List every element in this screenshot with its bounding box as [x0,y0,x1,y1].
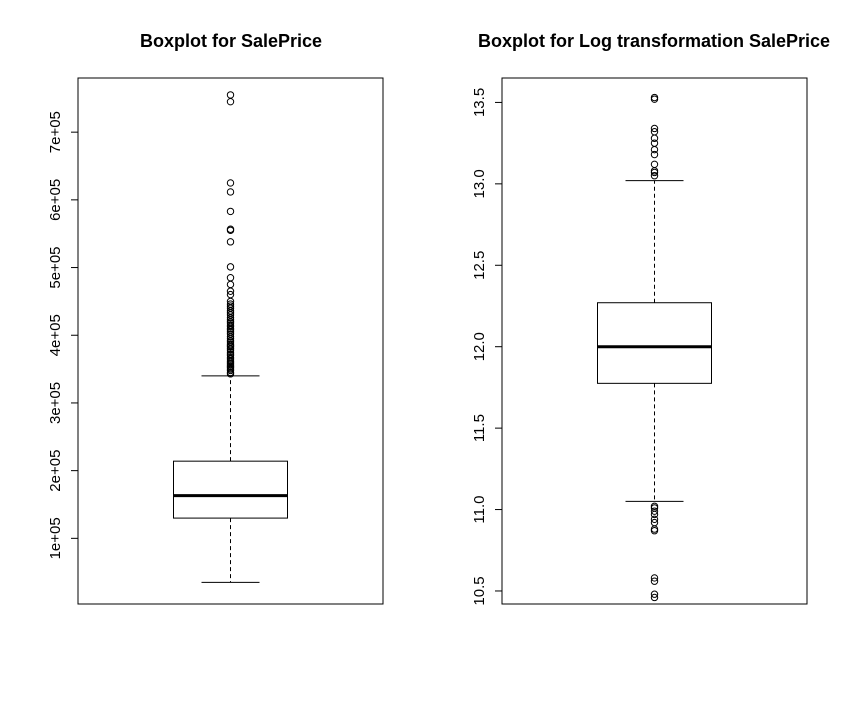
y-tick-label: 5e+05 [47,246,64,288]
outlier-point [650,172,659,180]
outlier-point [226,280,235,289]
outlier-point [650,145,659,154]
outlier-point [650,124,659,133]
y-tick-label: 13.5 [471,88,488,117]
outlier-point [650,590,659,598]
outlier-point [650,128,659,136]
boxplot-marks [597,93,712,602]
y-tick-label: 1e+05 [47,517,64,559]
outlier-point [650,134,659,142]
outlier-point [650,518,659,527]
outlier-point [650,577,659,585]
iqr-box [597,302,712,384]
boxplot-marks [173,91,288,583]
y-tick-label: 7e+05 [47,111,64,153]
outlier-point [650,593,659,602]
y-tick-label: 10.5 [471,576,488,605]
outlier-point [650,93,659,102]
outlier-point [650,507,659,515]
outlier-point [226,350,235,358]
outlier-point [226,290,235,299]
outlier-point [226,353,235,362]
y-axis: 10.5 11.0 11.5 12.0 12.5 13.0 13.5 [471,88,502,606]
outlier-point [650,502,659,510]
outlier-point [226,321,235,329]
outlier-point [226,225,235,233]
outlier-point [226,97,235,106]
outlier-point [226,179,235,187]
outlier-point [226,91,235,99]
outlier-point [226,238,235,246]
plot-area [77,77,384,605]
y-tick-label: 6e+05 [47,179,64,221]
y-tick-label: 3e+05 [47,382,64,424]
outlier-point [226,188,235,196]
y-tick-label: 4e+05 [47,314,64,356]
outlier-point [226,207,235,216]
y-tick-label: 11.0 [471,496,488,524]
outlier-point [226,263,235,271]
outlier-point [650,574,659,582]
outlier-point [226,300,235,308]
outlier-point [650,160,659,169]
iqr-box [173,460,288,519]
outlier-point [226,340,235,348]
y-tick-label: 11.5 [471,414,488,442]
chart-title: Boxplot for SalePrice [140,31,322,51]
boxplot-panel-saleprice: Boxplot for SalePrice 1e+05 2e+05 3e+05 4e+… [47,31,384,605]
outlier-point [650,139,659,147]
y-tick-label: 12.5 [471,251,488,280]
y-tick-label: 2e+05 [47,450,64,492]
outlier-point [650,150,659,159]
outlier-point [226,274,235,282]
y-tick-label: 12.0 [471,332,488,361]
y-axis: 1e+05 2e+05 3e+05 4e+05 5e+05 6e+05 7e+05 [47,111,78,559]
chart-title: Boxplot for Log transformation SalePrice [478,31,830,51]
outlier-point [226,302,235,310]
y-tick-label: 13.0 [471,169,488,198]
boxplot-panel-log-saleprice: Boxplot for Log transformation SalePrice… [471,31,830,606]
plot-area [501,77,808,605]
outlier-point [650,515,659,524]
outlier-point [226,330,235,338]
